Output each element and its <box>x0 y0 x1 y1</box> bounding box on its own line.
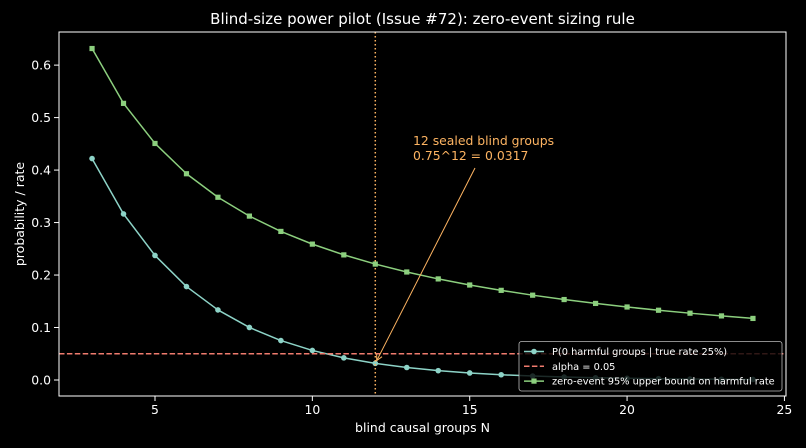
data-point-p0-harmful <box>435 367 442 374</box>
data-point-upper-bound <box>309 241 315 247</box>
data-point-p0-harmful <box>89 155 95 162</box>
data-point-p0-harmful <box>309 347 316 354</box>
x-axis-label: blind causal groups N <box>355 420 490 435</box>
data-point-upper-bound <box>467 282 473 288</box>
data-point-p0-harmful <box>246 324 253 331</box>
legend-entry: alpha = 0.05 <box>524 362 615 373</box>
y-tick-label: 0.5 <box>31 110 51 125</box>
data-point-upper-bound <box>435 276 441 282</box>
data-point-p0-harmful <box>278 337 284 344</box>
data-point-upper-bound <box>152 140 158 147</box>
data-point-p0-harmful <box>152 252 158 259</box>
x-tick-label: 15 <box>462 402 478 417</box>
annotation-line-count: 12 sealed blind groups <box>413 133 554 148</box>
annotation-arrow-head <box>376 353 383 362</box>
data-point-upper-bound <box>215 194 221 200</box>
data-point-upper-bound <box>750 315 756 322</box>
y-tick-label: 0.2 <box>31 267 51 282</box>
legend-frame <box>518 341 783 392</box>
data-point-upper-bound <box>89 45 95 52</box>
y-tick-label: 0.4 <box>31 162 51 177</box>
annotation-arrow-shaft <box>376 167 476 361</box>
legend-label: P(0 harmful groups | true rate 25%) <box>552 347 727 358</box>
data-point-p0-harmful <box>372 360 379 367</box>
data-point-p0-harmful <box>120 211 127 217</box>
data-point-upper-bound <box>372 261 378 267</box>
data-point-p0-harmful <box>498 371 504 378</box>
axes-frame <box>58 31 787 397</box>
data-point-upper-bound <box>530 292 536 298</box>
annotation: 12 sealed blind groups 0.75^12 = 0.0317 <box>376 133 554 362</box>
data-point-p0-harmful <box>183 283 190 290</box>
data-point-p0-harmful <box>466 370 473 376</box>
legend-entry: P(0 harmful groups | true rate 25%) <box>524 347 727 358</box>
data-point-upper-bound <box>687 310 693 316</box>
data-point-upper-bound <box>120 100 127 106</box>
data-point-upper-bound <box>655 307 662 313</box>
data-point-upper-bound <box>498 287 504 293</box>
series-group-upper-bound <box>89 45 756 322</box>
series-line-upper-bound <box>91 48 754 320</box>
legend-label: alpha = 0.05 <box>552 362 615 373</box>
y-tick-label: 0.1 <box>31 320 51 335</box>
legend-handle-marker <box>531 348 537 355</box>
y-tick-label: 0.6 <box>31 57 51 72</box>
y-tick-label: 0.3 <box>31 215 51 230</box>
data-point-upper-bound <box>561 296 567 303</box>
data-point-p0-harmful <box>341 355 347 361</box>
data-point-upper-bound <box>183 171 190 177</box>
data-point-upper-bound <box>624 304 630 310</box>
data-point-upper-bound <box>718 313 725 319</box>
data-point-upper-bound <box>341 252 347 258</box>
x-tick-label: 25 <box>777 402 793 417</box>
data-point-upper-bound <box>592 300 599 307</box>
legend-handle-marker <box>531 378 537 384</box>
legend: P(0 harmful groups | true rate 25%) alpha… <box>518 341 783 392</box>
data-point-p0-harmful <box>215 307 221 313</box>
y-axis-ticks: 0.0 0.1 0.2 0.3 0.4 0.5 0.6 <box>31 57 59 387</box>
x-tick-label: 10 <box>304 402 320 417</box>
data-point-upper-bound <box>246 213 253 219</box>
data-point-upper-bound <box>278 228 284 235</box>
x-tick-label: 5 <box>151 402 159 417</box>
x-tick-label: 20 <box>619 402 635 417</box>
data-point-upper-bound <box>404 269 410 275</box>
legend-entry: zero-event 95% upper bound on harmful ra… <box>524 377 775 388</box>
annotation-line-formula: 0.75^12 = 0.0317 <box>413 148 528 163</box>
chart-title: Blind-size power pilot (Issue #72): zero… <box>210 10 635 28</box>
y-axis-label: probability / rate <box>12 162 27 267</box>
legend-label: zero-event 95% upper bound on harmful ra… <box>552 377 775 388</box>
y-tick-label: 0.0 <box>31 372 51 387</box>
x-axis-ticks: 5 10 15 20 25 <box>151 396 792 417</box>
data-point-p0-harmful <box>403 364 410 371</box>
